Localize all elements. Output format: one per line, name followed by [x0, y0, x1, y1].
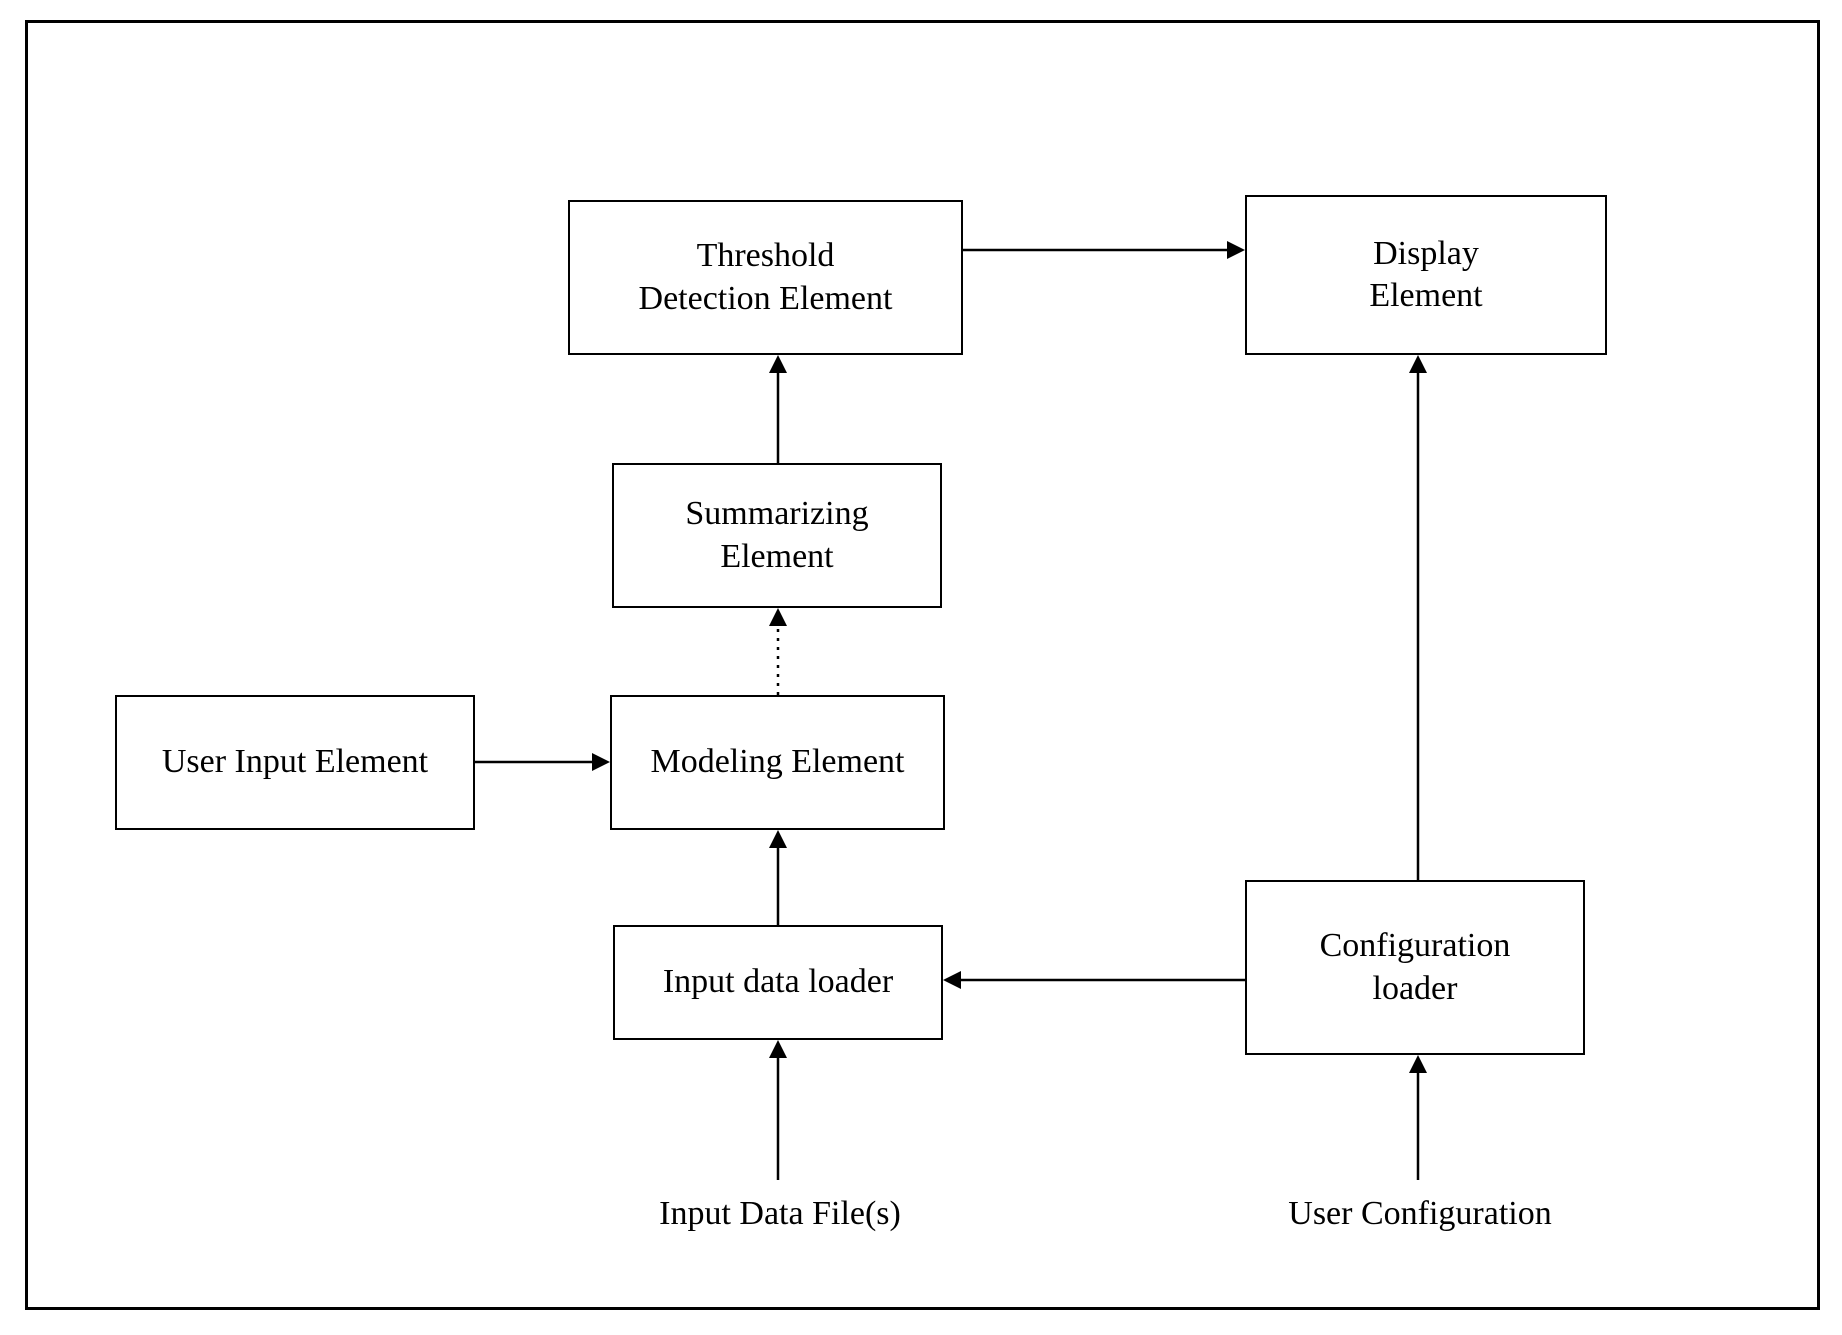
node-label: Configurationloader — [1320, 925, 1511, 1010]
label-user-config: User Configuration — [1255, 1195, 1585, 1233]
label-text: User Configuration — [1288, 1195, 1551, 1232]
node-display: DisplayElement — [1245, 195, 1607, 355]
label-input-files: Input Data File(s) — [630, 1195, 930, 1233]
node-user-input: User Input Element — [115, 695, 475, 830]
node-label: DisplayElement — [1369, 233, 1482, 318]
node-threshold: ThresholdDetection Element — [568, 200, 963, 355]
node-label: Modeling Element — [650, 741, 904, 784]
diagram-canvas: User Input Element Modeling Element Summ… — [0, 0, 1842, 1335]
node-config-loader: Configurationloader — [1245, 880, 1585, 1055]
node-label: User Input Element — [162, 741, 428, 784]
node-modeling: Modeling Element — [610, 695, 945, 830]
node-input-loader: Input data loader — [613, 925, 943, 1040]
label-text: Input Data File(s) — [659, 1195, 901, 1232]
node-label: ThresholdDetection Element — [639, 235, 893, 320]
node-summarizing: SummarizingElement — [612, 463, 942, 608]
node-label: Input data loader — [663, 961, 893, 1004]
node-label: SummarizingElement — [685, 493, 868, 578]
